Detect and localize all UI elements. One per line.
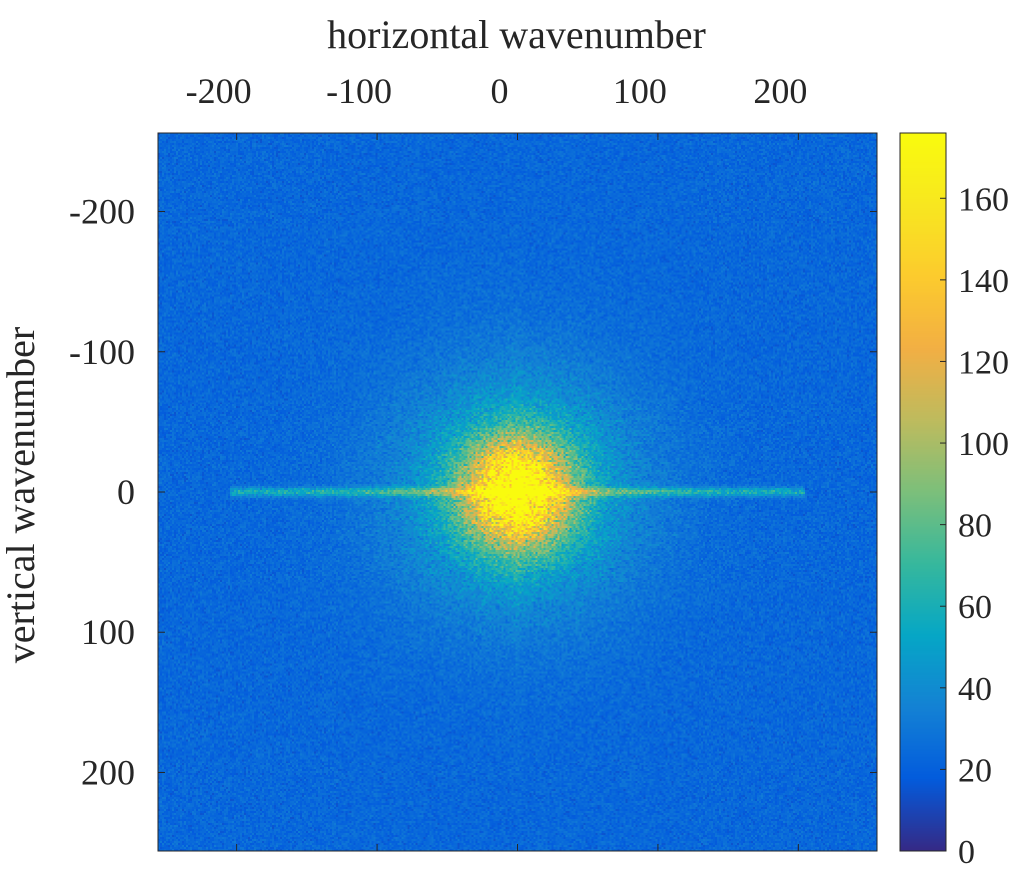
- y-tick-label: -100: [69, 332, 135, 372]
- y-tick-label: -200: [69, 192, 135, 232]
- colorbar-tick-label: 100: [958, 426, 1009, 463]
- x-tick-label: -200: [186, 71, 252, 111]
- y-tick-label: 200: [81, 752, 135, 792]
- y-tick-label: 0: [117, 472, 135, 512]
- x-axis-title: horizontal wavenumber: [327, 12, 706, 57]
- colorbar-tick-label: 160: [958, 181, 1009, 218]
- x-tick-label: -100: [326, 71, 392, 111]
- colorbar-ticks: [940, 197, 946, 852]
- x-tick-label: 0: [491, 71, 509, 111]
- colorbar-tick-label: 60: [958, 589, 992, 626]
- y-axis-title: vertical wavenumber: [0, 327, 43, 664]
- colorbar-tick-label: 0: [958, 834, 975, 871]
- colorbar-tick-labels: 0 20 40 60 80 100 120 140 160: [958, 181, 1009, 871]
- heatmap-image: [158, 133, 877, 851]
- axis-ticks: [158, 133, 877, 851]
- x-tick-labels: -200 -100 0 100 200: [186, 71, 808, 111]
- colorbar-tick-label: 80: [958, 508, 992, 545]
- colorbar-tick-label: 20: [958, 752, 992, 789]
- x-tick-label: 200: [753, 71, 807, 111]
- colorbar-tick-label: 120: [958, 344, 1009, 381]
- y-tick-label: 100: [81, 612, 135, 652]
- colorbar-gradient: [900, 133, 946, 851]
- x-tick-label: 100: [613, 71, 667, 111]
- colorbar-frame: [899, 132, 947, 852]
- colorbar-tick-label: 140: [958, 263, 1009, 300]
- colorbar-tick-label: 40: [958, 671, 992, 708]
- y-tick-labels: -200 -100 0 100 200: [69, 192, 135, 793]
